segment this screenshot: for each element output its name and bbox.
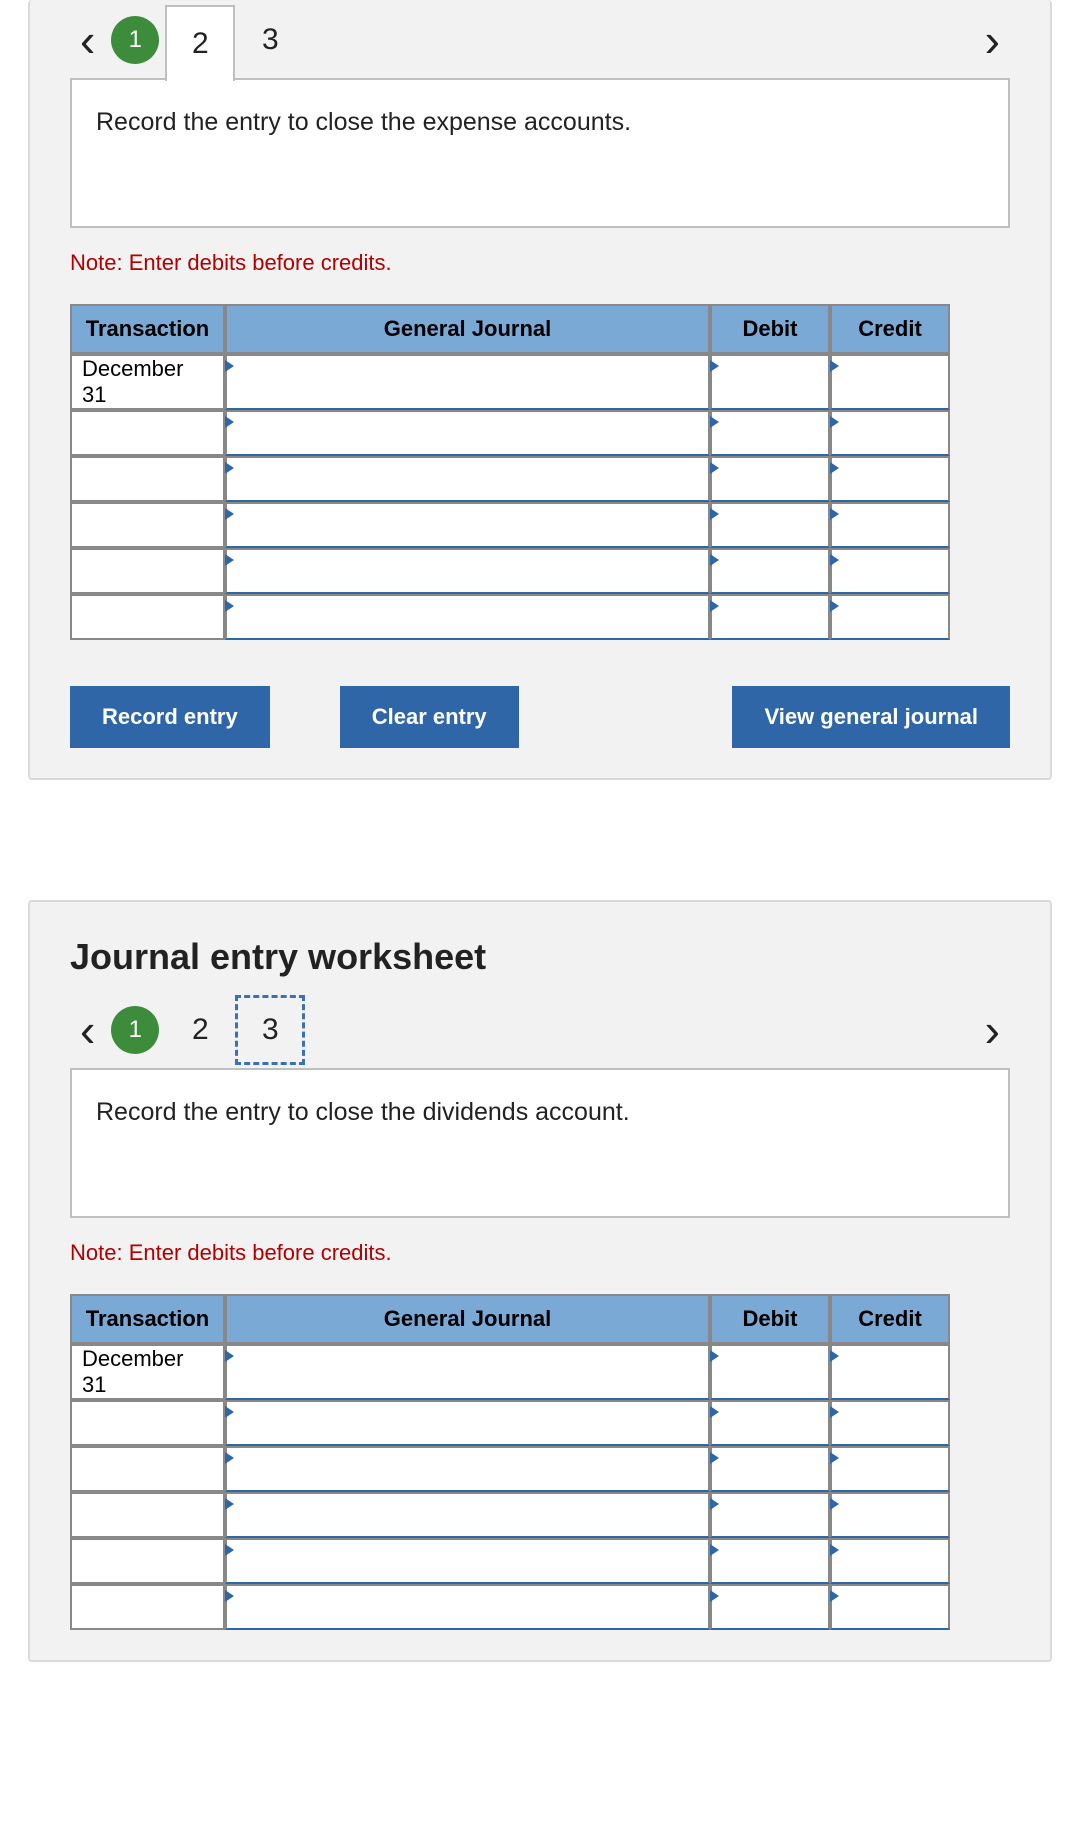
cell-gj[interactable] [225, 1446, 710, 1492]
tab-3[interactable]: 3 [235, 5, 305, 75]
cell-credit[interactable] [830, 502, 950, 548]
cell-debit[interactable] [710, 1584, 830, 1630]
cell-credit[interactable] [830, 1584, 950, 1630]
cell-debit[interactable] [710, 456, 830, 502]
cell-debit[interactable] [710, 1446, 830, 1492]
cell-debit[interactable] [710, 1400, 830, 1446]
cell-debit[interactable] [710, 1344, 830, 1400]
tab-row: ‹ 1 2 3 › [70, 0, 1010, 80]
cell-credit[interactable] [830, 548, 950, 594]
cell-credit[interactable] [830, 1492, 950, 1538]
cell-date[interactable] [70, 594, 225, 640]
journal-table: Transaction General Journal Debit Credit… [70, 1294, 950, 1630]
cell-date[interactable]: December 31 [70, 1344, 225, 1400]
table-row [70, 1538, 950, 1584]
cell-date[interactable] [70, 410, 225, 456]
tab-row: ‹ 1 2 3 › [70, 990, 1010, 1070]
th-transaction: Transaction [70, 304, 225, 354]
cell-debit[interactable] [710, 594, 830, 640]
instruction-box: Record the entry to close the dividends … [70, 1068, 1010, 1218]
cell-gj[interactable] [225, 354, 710, 410]
th-general-journal: General Journal [225, 304, 710, 354]
next-arrow[interactable]: › [975, 1007, 1010, 1053]
note-text: Note: Enter debits before credits. [70, 1240, 1010, 1266]
cell-gj[interactable] [225, 1584, 710, 1630]
th-transaction: Transaction [70, 1294, 225, 1344]
tab-2[interactable]: 2 [165, 5, 235, 81]
cell-date[interactable] [70, 502, 225, 548]
cell-gj[interactable] [225, 548, 710, 594]
record-entry-button[interactable]: Record entry [70, 686, 270, 748]
table-row [70, 1446, 950, 1492]
table-row [70, 1400, 950, 1446]
cell-date[interactable] [70, 456, 225, 502]
table-row [70, 502, 950, 548]
instruction-text: Record the entry to close the expense ac… [96, 108, 631, 136]
worksheet-panel: ‹ 1 2 3 › Record the entry to close the … [28, 0, 1052, 780]
cell-debit[interactable] [710, 1492, 830, 1538]
th-general-journal: General Journal [225, 1294, 710, 1344]
cell-credit[interactable] [830, 410, 950, 456]
cell-gj[interactable] [225, 1538, 710, 1584]
cell-date[interactable] [70, 1400, 225, 1446]
note-text: Note: Enter debits before credits. [70, 250, 1010, 276]
th-debit: Debit [710, 1294, 830, 1344]
button-row: Record entry Clear entry View general jo… [70, 686, 1010, 748]
journal-table: Transaction General Journal Debit Credit… [70, 304, 950, 640]
tab-3[interactable]: 3 [235, 995, 305, 1065]
cell-credit[interactable] [830, 594, 950, 640]
cell-gj[interactable] [225, 1344, 710, 1400]
table-row [70, 1492, 950, 1538]
cell-gj[interactable] [225, 1400, 710, 1446]
cell-credit[interactable] [830, 354, 950, 410]
cell-debit[interactable] [710, 502, 830, 548]
worksheet-title: Journal entry worksheet [70, 936, 1010, 978]
prev-arrow[interactable]: ‹ [70, 17, 105, 63]
cell-debit[interactable] [710, 410, 830, 456]
th-credit: Credit [830, 304, 950, 354]
cell-gj[interactable] [225, 594, 710, 640]
cell-gj[interactable] [225, 1492, 710, 1538]
cell-credit[interactable] [830, 1446, 950, 1492]
cell-date[interactable] [70, 1584, 225, 1630]
clear-entry-button[interactable]: Clear entry [340, 686, 519, 748]
instruction-box: Record the entry to close the expense ac… [70, 78, 1010, 228]
cell-credit[interactable] [830, 1344, 950, 1400]
prev-arrow[interactable]: ‹ [70, 1007, 105, 1053]
th-credit: Credit [830, 1294, 950, 1344]
cell-date[interactable] [70, 1538, 225, 1584]
th-debit: Debit [710, 304, 830, 354]
tab-1[interactable]: 1 [111, 1006, 159, 1054]
cell-date[interactable] [70, 1446, 225, 1492]
table-row [70, 1584, 950, 1630]
table-row [70, 548, 950, 594]
cell-date[interactable] [70, 548, 225, 594]
table-row: December 31 [70, 1344, 950, 1400]
tab-1[interactable]: 1 [111, 16, 159, 64]
cell-date[interactable] [70, 1492, 225, 1538]
cell-gj[interactable] [225, 502, 710, 548]
cell-debit[interactable] [710, 354, 830, 410]
cell-credit[interactable] [830, 456, 950, 502]
worksheet-panel: Journal entry worksheet ‹ 1 2 3 › Record… [28, 900, 1052, 1662]
table-row [70, 594, 950, 640]
view-journal-button[interactable]: View general journal [732, 686, 1010, 748]
table-row: December 31 [70, 354, 950, 410]
tab-2[interactable]: 2 [165, 995, 235, 1065]
instruction-text: Record the entry to close the dividends … [96, 1098, 630, 1126]
cell-credit[interactable] [830, 1400, 950, 1446]
cell-date[interactable]: December 31 [70, 354, 225, 410]
cell-debit[interactable] [710, 548, 830, 594]
table-row [70, 410, 950, 456]
next-arrow[interactable]: › [975, 17, 1010, 63]
cell-debit[interactable] [710, 1538, 830, 1584]
cell-credit[interactable] [830, 1538, 950, 1584]
cell-gj[interactable] [225, 410, 710, 456]
table-row [70, 456, 950, 502]
cell-gj[interactable] [225, 456, 710, 502]
